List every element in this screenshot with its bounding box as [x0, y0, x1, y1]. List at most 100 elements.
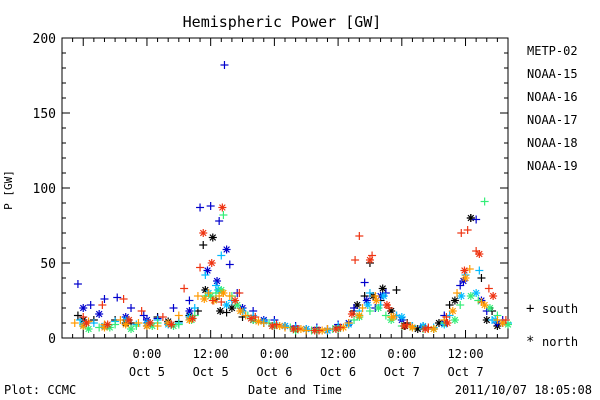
data-point-south — [158, 313, 167, 321]
data-point-north — [480, 301, 489, 309]
data-point-south — [139, 311, 148, 320]
data-point-south — [70, 319, 79, 327]
data-point-north — [188, 314, 197, 323]
legend-entry: NOAA-18 — [527, 136, 578, 150]
data-point-south — [137, 307, 146, 315]
x-axis: 0:00 Oct 5 12:00 Oct 5 0:00 Oct 6 12:00 Oct 6 0:… — [61, 38, 509, 379]
data-point-south — [193, 292, 202, 300]
data-point-north — [378, 284, 387, 293]
x-tick-label-date: Oct 5 — [129, 365, 165, 379]
x-tick-label-date: Oct 5 — [193, 365, 229, 379]
y-axis-label: P [GW] — [2, 170, 15, 210]
data-point-south — [201, 271, 210, 279]
legend-entry: NOAA-17 — [527, 113, 578, 127]
data-point-north — [466, 214, 475, 222]
data-point-south — [220, 61, 229, 69]
x-tick-label-time: 12:00 — [193, 347, 229, 361]
data-point-north — [379, 292, 388, 300]
data-point-north — [460, 266, 469, 275]
data-point-south — [208, 296, 217, 305]
data-point-north — [127, 325, 136, 333]
data-point-south — [465, 265, 474, 273]
data-point-north — [457, 292, 466, 300]
data-point-south — [174, 320, 183, 329]
data-points — [70, 61, 512, 335]
data-point-north — [429, 325, 438, 333]
data-point-north — [213, 277, 222, 285]
data-point-south — [259, 319, 268, 327]
data-point-south — [174, 311, 183, 320]
data-point-north — [421, 325, 430, 333]
data-point-south — [190, 304, 199, 312]
y-axis: 0 50 100 150 200 — [33, 32, 508, 347]
data-point-south — [199, 241, 208, 249]
data-point-south — [475, 266, 484, 275]
plot-timestamp: 2011/10/07 18:05:08 — [455, 383, 592, 397]
data-point-south — [350, 304, 359, 312]
data-point-north — [408, 323, 417, 332]
legend-entry: NOAA-19 — [527, 159, 578, 173]
data-point-south — [86, 301, 95, 309]
x-tick-label-time: 0:00 — [387, 347, 416, 361]
data-point-north — [231, 296, 240, 305]
y-tick-label: 50 — [40, 257, 56, 272]
data-point-north — [247, 314, 256, 323]
data-point-south — [153, 322, 162, 330]
data-point-south — [204, 289, 213, 297]
legend: METP-02 NOAA-15 NOAA-16 NOAA-17 NOAA-18 NOAA-… — [527, 44, 578, 173]
data-point-south — [501, 316, 510, 324]
data-point-south — [127, 304, 136, 312]
data-point-south — [344, 319, 353, 327]
data-point-south — [392, 286, 401, 294]
data-point-south — [281, 323, 289, 332]
data-point-north — [399, 322, 408, 330]
data-point-south — [113, 293, 122, 302]
x-tick-label-time: 0:00 — [132, 347, 161, 361]
data-point-south — [323, 325, 332, 333]
data-point-north — [219, 289, 228, 297]
data-point-north — [331, 325, 340, 333]
data-point-south — [472, 215, 481, 224]
y-tick-label: 200 — [33, 32, 56, 47]
data-point-north — [82, 319, 91, 327]
data-point-south — [445, 301, 454, 309]
data-point-north — [79, 304, 88, 312]
data-point-south — [365, 289, 374, 297]
x-axis-label: Date and Time — [248, 383, 342, 397]
data-point-north — [363, 301, 372, 309]
data-point-south — [73, 311, 82, 320]
data-point-north — [200, 295, 209, 303]
data-point-north — [222, 245, 231, 254]
data-point-south — [222, 308, 231, 317]
data-point-south — [119, 295, 128, 303]
data-point-north — [372, 296, 381, 305]
x-tick-label-date: Oct 6 — [320, 365, 356, 379]
chart-title: Hemispheric Power [GW] — [183, 13, 382, 31]
legend-entry: NOAA-15 — [527, 67, 578, 81]
data-point-north — [222, 301, 231, 309]
data-point-south — [225, 260, 234, 269]
data-point-south — [73, 280, 82, 288]
data-point-north — [208, 233, 217, 242]
data-point-north — [124, 316, 133, 324]
data-point-south — [480, 197, 489, 206]
plot-frame — [61, 37, 509, 339]
data-point-north — [268, 322, 277, 330]
data-point-south — [360, 278, 369, 287]
data-point-south — [100, 295, 109, 303]
data-point-south — [98, 301, 107, 309]
data-point-south — [215, 292, 224, 300]
data-point-south — [484, 284, 493, 293]
data-point-south — [235, 289, 244, 297]
data-point-north — [374, 304, 383, 312]
data-point-south — [217, 251, 226, 260]
marker-legend-symbol: * — [526, 334, 534, 350]
marker-legend: + south * north — [526, 301, 578, 350]
legend-entry: NOAA-16 — [527, 90, 578, 104]
data-point-north — [382, 301, 391, 309]
data-point-south — [89, 319, 98, 327]
data-point-south — [456, 281, 465, 290]
data-point-south — [196, 203, 205, 212]
data-point-south — [463, 226, 472, 234]
data-point-south — [196, 263, 205, 272]
